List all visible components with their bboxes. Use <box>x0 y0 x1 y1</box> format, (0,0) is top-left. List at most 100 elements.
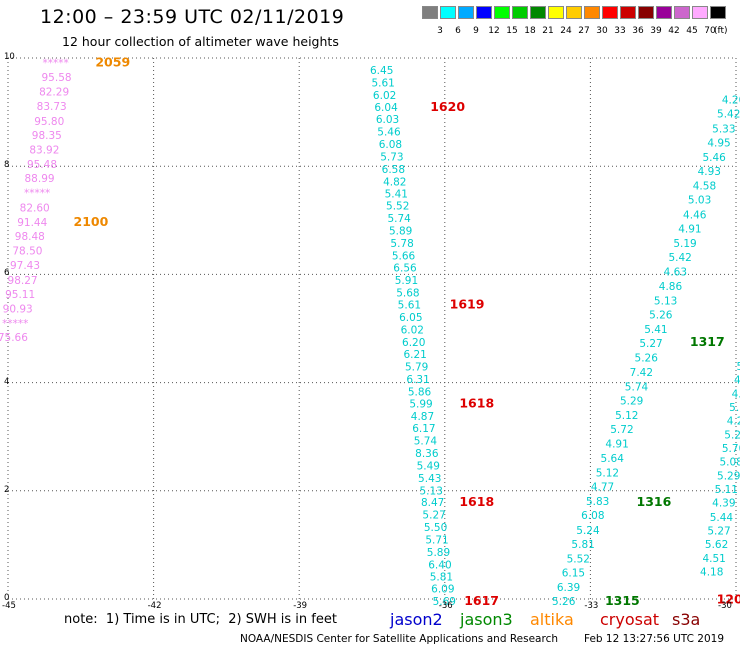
colorbar-swatch <box>440 6 456 19</box>
wave-height-label: 78.50 <box>12 246 42 258</box>
wave-height-label: 6.02 <box>401 325 424 337</box>
pass-number-label: 1316 <box>637 494 672 509</box>
wave-height-label: 5.13 <box>729 402 740 414</box>
satellite-altika-label: altika <box>530 610 574 629</box>
colorbar-swatch <box>584 6 600 19</box>
wave-height-label: 5.49 <box>417 460 440 472</box>
wave-height-label: 4.63 <box>664 267 687 279</box>
wave-height-label: 5.08 <box>719 457 740 469</box>
colorbar-label: 70 <box>704 26 716 36</box>
wave-height-label: 82.60 <box>20 202 50 214</box>
colorbar-label: 15 <box>506 26 518 36</box>
colorbar-label: 9 <box>473 26 479 36</box>
wave-height-label: 95.58 <box>42 72 72 84</box>
wave-height-label: 5.24 <box>576 525 600 537</box>
wave-height-label: 4.95 <box>707 137 730 149</box>
wave-height-label: 6.02 <box>373 90 396 102</box>
wave-height-label: 6.58 <box>382 164 405 176</box>
colorbar-label: 3 <box>437 26 443 36</box>
wave-height-label: 5.81 <box>430 571 453 583</box>
wave-height-label: 5.86 <box>408 386 432 398</box>
satellite-jason3-label: jason3 <box>460 610 513 629</box>
wave-height-label: 6.39 <box>557 582 580 594</box>
wave-height-label: 6.56 <box>393 262 417 274</box>
x-tick-label: -39 <box>293 601 308 611</box>
wave-height-label: 4.87 <box>411 411 434 423</box>
wave-height-label: 5.41 <box>644 324 667 336</box>
wave-height-label: 5.68 <box>396 287 419 299</box>
wave-height-label: 98.27 <box>8 275 38 287</box>
wave-height-label: 5.24 <box>724 430 740 442</box>
wave-height-label: 95.48 <box>27 159 57 171</box>
colorbar-label: 18 <box>524 26 536 36</box>
wave-height-label: 6.15 <box>562 567 585 579</box>
map-subtitle: 12 hour collection of altimeter wave hei… <box>62 34 339 49</box>
wave-height-label: 8.47 <box>421 497 444 509</box>
wave-height-label: 98.48 <box>15 231 45 243</box>
wave-height-label: 5.89 <box>427 547 450 559</box>
wave-height-label: 4.06 <box>732 388 740 400</box>
y-tick-label: 0 <box>4 593 10 603</box>
colorbar-swatch <box>656 6 672 19</box>
wave-height-label: 5.12 <box>615 410 638 422</box>
pass-number-label: 1619 <box>450 297 485 312</box>
wave-height-label: 8.36 <box>415 448 439 460</box>
wave-height-label: 5.79 <box>405 361 428 373</box>
wave-height-label: 5.12 <box>596 467 619 479</box>
y-tick-label: 10 <box>4 52 15 62</box>
wave-height-label: 5.91 <box>395 275 418 287</box>
wave-height-label: 5.46 <box>702 152 726 164</box>
wave-height-label: 90.93 <box>3 303 33 315</box>
wave-height-label: 5.99 <box>409 399 432 411</box>
wave-height-label: 5.73 <box>380 151 403 163</box>
wave-height-label: 5.29 <box>717 471 740 483</box>
wave-height-label: 5.44 <box>710 512 734 524</box>
wave-height-label: 6.04 <box>374 102 398 114</box>
wave-height-label: ***** <box>2 318 28 330</box>
wave-height-label: 5.69 <box>433 596 456 608</box>
pass-number-label: 1618 <box>459 396 494 411</box>
satellite-jason2-label: jason2 <box>390 610 443 629</box>
y-tick-label: 4 <box>4 376 10 387</box>
wave-height-label: 5.42 <box>668 252 691 264</box>
wave-height-label: 5.13 <box>420 485 443 497</box>
x-tick-label: -36 <box>438 601 453 611</box>
wave-height-label: 6.09 <box>431 584 454 596</box>
colorbar-swatch <box>548 6 564 19</box>
wave-height-label: 4.93 <box>734 374 740 386</box>
wave-height-label: 5.72 <box>610 424 633 436</box>
wave-height-label: 5.89 <box>389 226 412 238</box>
wave-height-label: 4.86 <box>659 281 683 293</box>
pass-number-label: 2059 <box>95 54 130 69</box>
wave-height-label: 4.51 <box>702 553 725 565</box>
colorbar-swatch <box>602 6 618 19</box>
wave-height-label: 4.20 <box>722 95 740 107</box>
wave-height-label: 5.52 <box>567 553 590 565</box>
wave-height-label: 4.91 <box>678 223 701 235</box>
pass-number-label: 1317 <box>690 334 725 349</box>
wave-height-label: 82.29 <box>39 87 69 99</box>
wave-height-label: 5.64 <box>601 453 625 465</box>
wave-height-label: 88.99 <box>25 173 55 185</box>
timestamp-text: Feb 12 13:27:56 UTC 2019 <box>584 633 724 645</box>
colorbar-label: 6 <box>455 26 461 36</box>
wave-height-label: 4.58 <box>693 181 716 193</box>
colorbar-label: 27 <box>578 26 590 36</box>
wave-height-label: 4.25 <box>727 415 740 427</box>
wave-height-label: 5.19 <box>673 238 696 250</box>
wave-height-label: 6.08 <box>379 139 402 151</box>
colorbar-swatch <box>476 6 492 19</box>
wave-height-label: 5.27 <box>639 338 662 350</box>
wave-height-label: 5.61 <box>371 77 394 89</box>
wave-height-label: 5.43 <box>418 473 441 485</box>
wave-height-label: 5.61 <box>398 300 421 312</box>
wave-height-label: 5.09 <box>736 361 740 373</box>
wave-height-label: 5.83 <box>586 496 609 508</box>
wave-height-label: 5.50 <box>424 522 447 534</box>
colorbar-label: 30 <box>596 26 608 36</box>
wave-height-label: 95.11 <box>5 289 35 301</box>
wave-height-label: 97.43 <box>10 260 40 272</box>
wave-height-label: 5.29 <box>620 395 643 407</box>
colorbar-label: 45 <box>686 26 698 36</box>
x-tick-label: -30 <box>718 601 732 611</box>
